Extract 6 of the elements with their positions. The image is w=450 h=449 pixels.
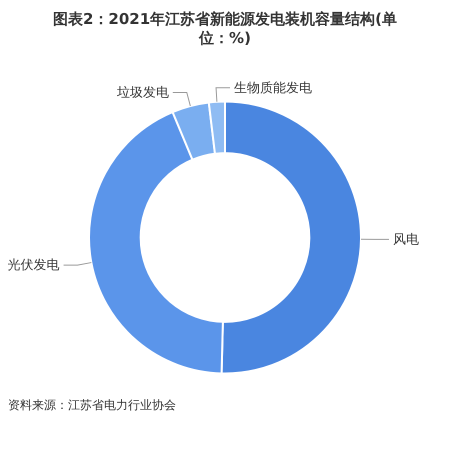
- slice-label: 垃圾发电: [116, 85, 169, 100]
- slice-label: 风电: [392, 232, 419, 248]
- slice-label: 光伏发电: [8, 258, 60, 274]
- text: 资料来源：江苏省电力行业协会: [8, 397, 177, 414]
- slice-label: 生物质能发电: [234, 80, 312, 96]
- chart-title: 图表2：2021年江苏省新能源发电装机容量结构(单位：%): [52, 9, 398, 49]
